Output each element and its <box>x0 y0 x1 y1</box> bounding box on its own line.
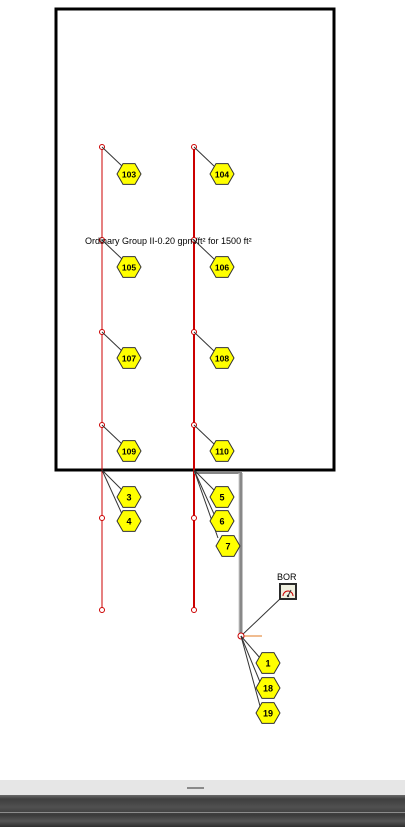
sprinkler-tag-106[interactable]: 106 <box>209 256 235 278</box>
sprinkler-tag-104[interactable]: 104 <box>209 163 235 185</box>
grip-handle-icon[interactable] <box>187 787 204 789</box>
sprinkler-tag-1[interactable]: 1 <box>255 652 281 674</box>
gauge-icon <box>279 583 297 600</box>
tag-hexagon <box>215 535 241 557</box>
room-label: Ordinary Group II-0.20 gpm/ft² for 1500 … <box>85 236 252 246</box>
sprinkler-head[interactable] <box>191 515 197 521</box>
sprinkler-tag-6[interactable]: 6 <box>209 510 235 532</box>
tag-label: 107 <box>122 354 136 364</box>
sprinkler-tag-3[interactable]: 3 <box>116 486 142 508</box>
tag-label: 110 <box>215 447 229 457</box>
tag-label: 109 <box>122 447 136 457</box>
sprinkler-tag-5[interactable]: 5 <box>209 486 235 508</box>
sprinkler-tag-4[interactable]: 4 <box>116 510 142 532</box>
tag-hexagon <box>209 440 235 462</box>
tag-hexagon <box>209 347 235 369</box>
tag-hexagon <box>209 256 235 278</box>
status-strip <box>0 795 405 827</box>
riser-gauge[interactable]: BOR <box>277 572 297 600</box>
tag-label: 106 <box>215 263 229 273</box>
sprinkler-head[interactable] <box>99 515 105 521</box>
tag-label: 103 <box>122 170 136 180</box>
tag-hexagon <box>209 510 235 532</box>
sprinkler-drawing[interactable]: Ordinary Group II-0.20 gpm/ft² for 1500 … <box>0 0 405 780</box>
tag-hexagon <box>209 486 235 508</box>
sprinkler-tag-105[interactable]: 105 <box>116 256 142 278</box>
tag-hexagon <box>209 163 235 185</box>
tag-hexagon <box>116 256 142 278</box>
tag-label: 19 <box>263 709 273 719</box>
tag-label: 7 <box>225 542 230 552</box>
tag-hexagon <box>255 677 281 699</box>
sprinkler-head[interactable] <box>99 607 105 613</box>
tag-label: 108 <box>215 354 229 364</box>
tag-hexagon <box>255 702 281 724</box>
tag-hexagon <box>116 440 142 462</box>
sprinkler-tags: 103 104 105 106 107 108 109 110 3 4 5 6 7 1 18 19 <box>116 163 281 724</box>
bottom-panel <box>0 780 405 827</box>
tag-label: 6 <box>219 517 224 527</box>
tag-hexagon <box>116 510 142 532</box>
sprinkler-tag-18[interactable]: 18 <box>255 677 281 699</box>
tag-label: 105 <box>122 263 136 273</box>
tag-label: 4 <box>126 517 131 527</box>
leader-lines <box>101 146 261 707</box>
tag-hexagon <box>116 163 142 185</box>
tag-label: 5 <box>219 493 224 503</box>
tag-label: 18 <box>263 684 273 694</box>
sprinkler-heads <box>99 144 197 613</box>
sprinkler-tag-110[interactable]: 110 <box>209 440 235 462</box>
sprinkler-tag-7[interactable]: 7 <box>215 535 241 557</box>
tag-label: 104 <box>215 170 229 180</box>
riser-label: BOR <box>277 572 297 582</box>
sprinkler-head[interactable] <box>191 607 197 613</box>
sprinkler-tag-103[interactable]: 103 <box>116 163 142 185</box>
sprinkler-tag-19[interactable]: 19 <box>255 702 281 724</box>
sprinkler-tag-107[interactable]: 107 <box>116 347 142 369</box>
sprinkler-tag-109[interactable]: 109 <box>116 440 142 462</box>
riser-leader <box>240 596 283 637</box>
splitter-bar[interactable] <box>0 780 405 795</box>
tag-hexagon <box>255 652 281 674</box>
tag-hexagon <box>116 347 142 369</box>
tag-label: 1 <box>265 659 270 669</box>
drawing-canvas[interactable]: Ordinary Group II-0.20 gpm/ft² for 1500 … <box>0 0 405 780</box>
sprinkler-tag-108[interactable]: 108 <box>209 347 235 369</box>
tag-hexagon <box>116 486 142 508</box>
tag-label: 3 <box>126 493 131 503</box>
